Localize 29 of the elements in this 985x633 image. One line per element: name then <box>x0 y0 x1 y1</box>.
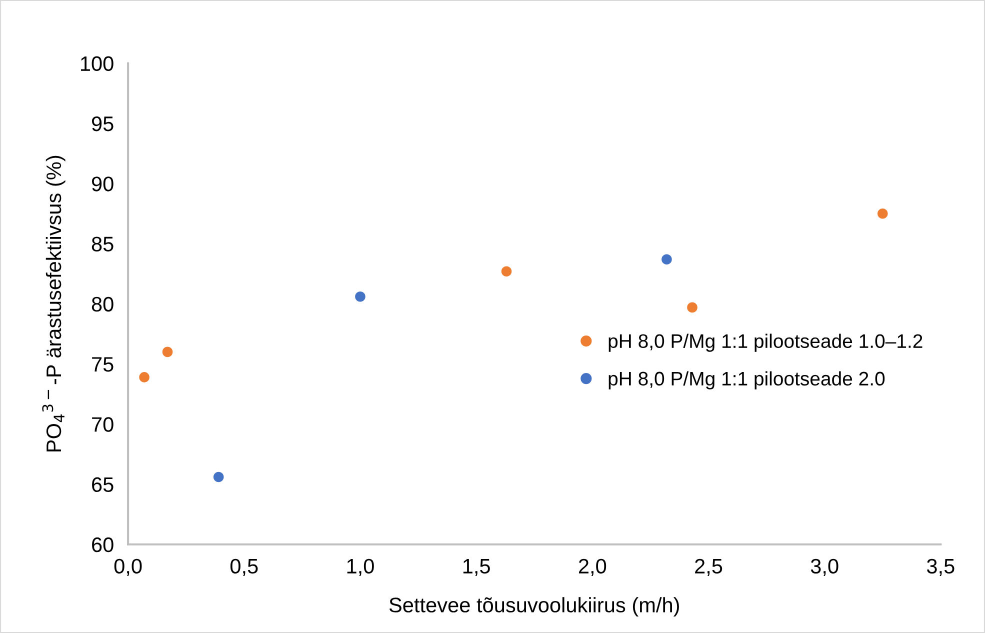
point <box>139 372 150 382</box>
point <box>662 254 672 264</box>
point <box>877 208 888 219</box>
x-tick-label: 1,0 <box>347 558 374 576</box>
y-axis-title: PO$_{4}$$^{3−}$-P ärastusefektiivsus (%) <box>42 156 66 452</box>
x-tick-label: 2,5 <box>695 558 722 576</box>
legend-label: pH 8,0 P/Mg 1:1 pilootseade 2.0 <box>608 371 885 390</box>
point <box>213 472 224 482</box>
x-tick-label: 3,5 <box>926 558 954 576</box>
legend-label: pH 8,0 P/Mg 1:1 pilootseade 1.0–1.2 <box>608 334 922 352</box>
y-tick-label: 80 <box>92 296 114 312</box>
point <box>687 302 698 313</box>
x-tick-label: 0,5 <box>230 558 258 576</box>
y-tick-label: 95 <box>92 116 114 132</box>
y-tick-label: 75 <box>92 357 114 372</box>
y-tick-label: 100 <box>80 56 114 72</box>
point <box>355 291 366 302</box>
x-tick-label: 0,0 <box>114 558 142 576</box>
y-tick-label: 85 <box>92 236 114 252</box>
x-axis-title: Settevee tõusuvoolukiirus (m/h) <box>389 597 679 617</box>
point <box>501 266 512 277</box>
y-tick-label: 65 <box>92 477 114 492</box>
point <box>162 346 173 358</box>
y-tick-label: 90 <box>92 176 114 192</box>
x-tick-label: 1,5 <box>463 559 490 576</box>
x-tick-label: 2,0 <box>578 558 606 576</box>
y-tick-label: 70 <box>92 417 114 432</box>
x-tick-label: 3,0 <box>810 558 838 576</box>
y-tick-label: 60 <box>92 537 114 552</box>
